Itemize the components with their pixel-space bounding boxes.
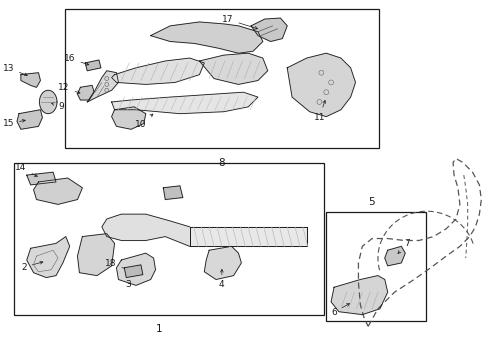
Polygon shape xyxy=(27,237,70,278)
Text: 18: 18 xyxy=(105,259,129,271)
Polygon shape xyxy=(330,276,387,315)
Text: 2: 2 xyxy=(21,261,43,272)
Text: 8: 8 xyxy=(218,158,224,167)
Polygon shape xyxy=(286,53,355,117)
Text: 16: 16 xyxy=(64,54,88,65)
Text: 12: 12 xyxy=(58,83,80,94)
Polygon shape xyxy=(111,58,204,84)
Text: 10: 10 xyxy=(135,114,153,129)
Text: 17: 17 xyxy=(222,15,257,29)
Text: 9: 9 xyxy=(52,102,63,111)
Text: 7: 7 xyxy=(397,239,409,253)
Polygon shape xyxy=(116,253,155,285)
Polygon shape xyxy=(77,234,114,276)
Polygon shape xyxy=(199,53,267,84)
Polygon shape xyxy=(87,71,118,102)
Text: 1: 1 xyxy=(156,324,163,334)
Polygon shape xyxy=(150,22,262,53)
Text: 11: 11 xyxy=(313,100,325,122)
Text: 6: 6 xyxy=(330,303,349,316)
Polygon shape xyxy=(124,265,142,278)
Polygon shape xyxy=(111,92,258,114)
Polygon shape xyxy=(384,246,405,266)
Text: 5: 5 xyxy=(367,197,374,207)
Polygon shape xyxy=(189,227,306,246)
Polygon shape xyxy=(40,90,57,114)
Polygon shape xyxy=(102,214,189,246)
Polygon shape xyxy=(85,60,101,71)
Text: 3: 3 xyxy=(125,273,134,289)
Polygon shape xyxy=(204,246,241,279)
Text: 13: 13 xyxy=(2,64,27,76)
Polygon shape xyxy=(163,186,183,199)
Polygon shape xyxy=(77,85,94,100)
Polygon shape xyxy=(17,110,42,129)
Polygon shape xyxy=(34,178,82,204)
Text: 14: 14 xyxy=(15,163,37,176)
Bar xyxy=(14,163,324,315)
Bar xyxy=(65,9,378,148)
Bar xyxy=(325,212,425,321)
Text: 4: 4 xyxy=(219,269,224,289)
Polygon shape xyxy=(251,18,286,41)
Polygon shape xyxy=(111,107,145,129)
Text: 15: 15 xyxy=(2,120,25,129)
Polygon shape xyxy=(27,172,56,185)
Polygon shape xyxy=(21,73,41,87)
